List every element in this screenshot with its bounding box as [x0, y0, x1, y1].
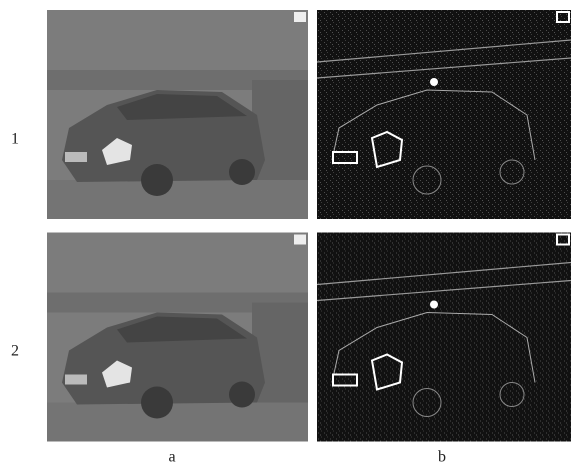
image-2a [47, 233, 308, 442]
image-1b [317, 10, 571, 219]
image-2b [317, 233, 571, 442]
column-label: b [438, 449, 446, 466]
column-label: a [168, 449, 175, 466]
row-label: 1 [11, 131, 19, 148]
page: 1 2 a b (() => { const data = JSON.parse… [0, 0, 571, 466]
image-1a [47, 10, 308, 219]
figure: 1 2 a b [0, 0, 571, 466]
row-label: 2 [11, 343, 19, 360]
